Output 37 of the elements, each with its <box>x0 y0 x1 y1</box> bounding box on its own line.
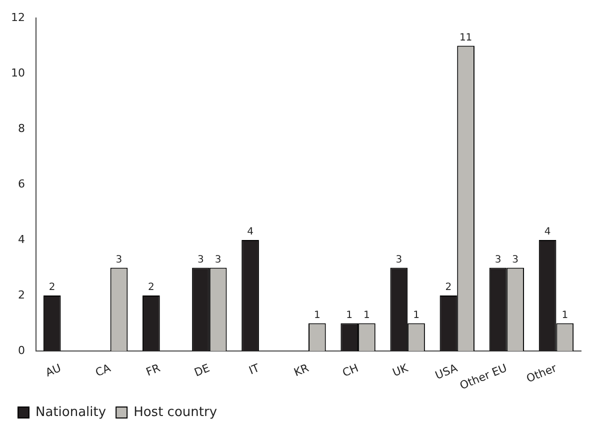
data-label: 3 <box>494 254 502 266</box>
x-tick-label: USA <box>433 361 460 382</box>
x-tick-label: Other <box>524 361 559 386</box>
data-label: 3 <box>512 254 519 266</box>
y-tick-label: 2 <box>18 288 25 302</box>
legend-label: Nationality <box>36 404 106 420</box>
x-tick-label: Other EU <box>458 361 509 392</box>
data-label: 1 <box>346 310 353 321</box>
data-label: 3 <box>396 254 402 266</box>
data-label: 3 <box>214 254 222 266</box>
x-tick-label: AU <box>44 361 63 380</box>
x-tick-label: IT <box>247 361 262 378</box>
y-tick-label: 10 <box>10 66 25 80</box>
x-tick-label: KR <box>292 361 312 380</box>
x-tick-label: FR <box>144 361 162 379</box>
data-label: 4 <box>544 226 551 238</box>
data-label: 4 <box>247 226 254 238</box>
y-tick-label: 6 <box>18 177 25 190</box>
y-tick-label: 8 <box>18 122 25 135</box>
data-label: 1 <box>413 310 420 321</box>
x-tick-label: CA <box>94 361 113 380</box>
y-tick-label: 4 <box>18 232 25 246</box>
data-label: 2 <box>148 282 154 294</box>
data-label: 3 <box>198 254 204 266</box>
data-label: 1 <box>364 310 370 321</box>
legend-label: Host country <box>134 404 218 420</box>
x-tick-label: UK <box>390 361 411 380</box>
data-label: 1 <box>562 310 568 321</box>
y-tick-label: 12 <box>10 10 25 24</box>
y-tick-label: 0 <box>18 344 25 357</box>
data-label: 2 <box>445 282 452 294</box>
x-tick-label: DE <box>192 361 212 380</box>
data-label: 2 <box>48 282 56 294</box>
data-label: 11 <box>459 32 472 44</box>
data-label: 1 <box>314 310 320 321</box>
x-tick-label: CH <box>340 361 360 380</box>
data-label: 3 <box>116 254 122 266</box>
